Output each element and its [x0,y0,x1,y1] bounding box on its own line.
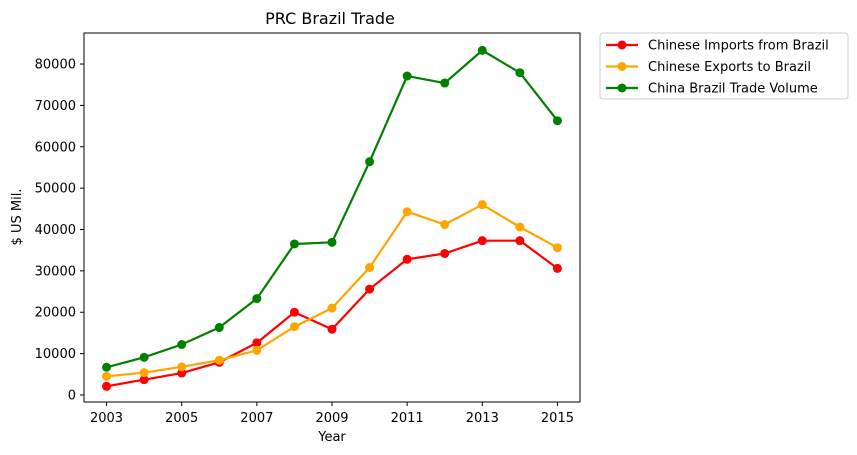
chart-title: PRC Brazil Trade [265,9,395,28]
data-point [440,248,450,258]
data-point [515,236,525,246]
y-tick-label: 60000 [35,140,76,155]
legend: Chinese Imports from Brazil Chinese Expor… [599,32,849,100]
data-point [440,220,450,230]
data-point [289,322,299,332]
data-point [477,236,487,246]
data-point [102,362,112,372]
data-point [177,362,187,372]
legend-label: China Brazil Trade Volume [648,82,818,97]
series-layer [102,45,562,391]
y-tick-label: 40000 [35,223,76,238]
data-point [102,371,112,381]
data-point [365,284,375,294]
data-point [402,207,412,217]
data-point [552,116,562,126]
data-point [214,355,224,365]
legend-item: Chinese Imports from Brazil [606,39,829,54]
x-tick-label: 2011 [391,411,424,426]
data-point [552,243,562,253]
data-point [365,263,375,273]
y-tick-label: 30000 [35,264,76,279]
series-line [106,239,559,388]
legend-item: Chinese Exports to Brazil [606,60,811,75]
x-axis: 2003 2005 2007 2009 2011 2013 2015 [90,402,574,426]
data-point [289,307,299,317]
data-point [327,237,337,247]
y-axis: 0 10000 20000 30000 40000 50000 60000 70000 8000… [35,58,84,403]
data-point [477,45,487,55]
y-tick-label: 20000 [35,306,76,321]
x-tick-label: 2015 [541,411,574,426]
series-line [106,203,558,378]
data-point [515,68,525,78]
data-point [365,157,375,167]
data-point [177,339,187,349]
series-2 [102,45,562,372]
data-point [102,381,112,391]
legend-label: Chinese Exports to Brazil [648,60,811,75]
y-axis-label: $ US Mil. [10,189,25,246]
data-point [327,303,337,313]
data-point [402,254,412,264]
data-point [252,345,262,355]
legend-marker [617,40,627,50]
data-point [139,352,149,362]
data-point [252,294,262,304]
data-point [214,323,224,333]
series-0 [102,236,562,391]
data-point [327,324,337,334]
legend-marker [617,83,627,93]
y-tick-label: 0 [68,388,76,403]
x-tick-label: 2007 [240,411,273,426]
legend-item: China Brazil Trade Volume [606,82,818,97]
data-point [289,239,299,249]
data-point [515,222,525,232]
data-point [177,368,187,378]
y-tick-label: 70000 [35,99,76,114]
data-point [477,200,487,210]
data-point [402,71,412,81]
legend-label: Chinese Imports from Brazil [648,39,829,54]
y-tick-label: 80000 [35,58,76,73]
legend-marker [617,62,627,71]
data-point [552,263,562,273]
y-tick-label: 50000 [35,182,76,197]
y-tick-label: 10000 [35,347,76,362]
data-point [139,375,149,385]
x-tick-label: 2005 [165,411,198,426]
data-point [440,78,450,88]
legend-frame [599,32,849,100]
x-axis-label: Year [317,430,346,445]
x-tick-label: 2003 [90,411,123,426]
data-point [252,338,262,348]
x-tick-label: 2013 [466,411,499,426]
data-point [139,368,149,378]
series-1 [102,200,562,381]
x-tick-label: 2009 [315,411,348,426]
